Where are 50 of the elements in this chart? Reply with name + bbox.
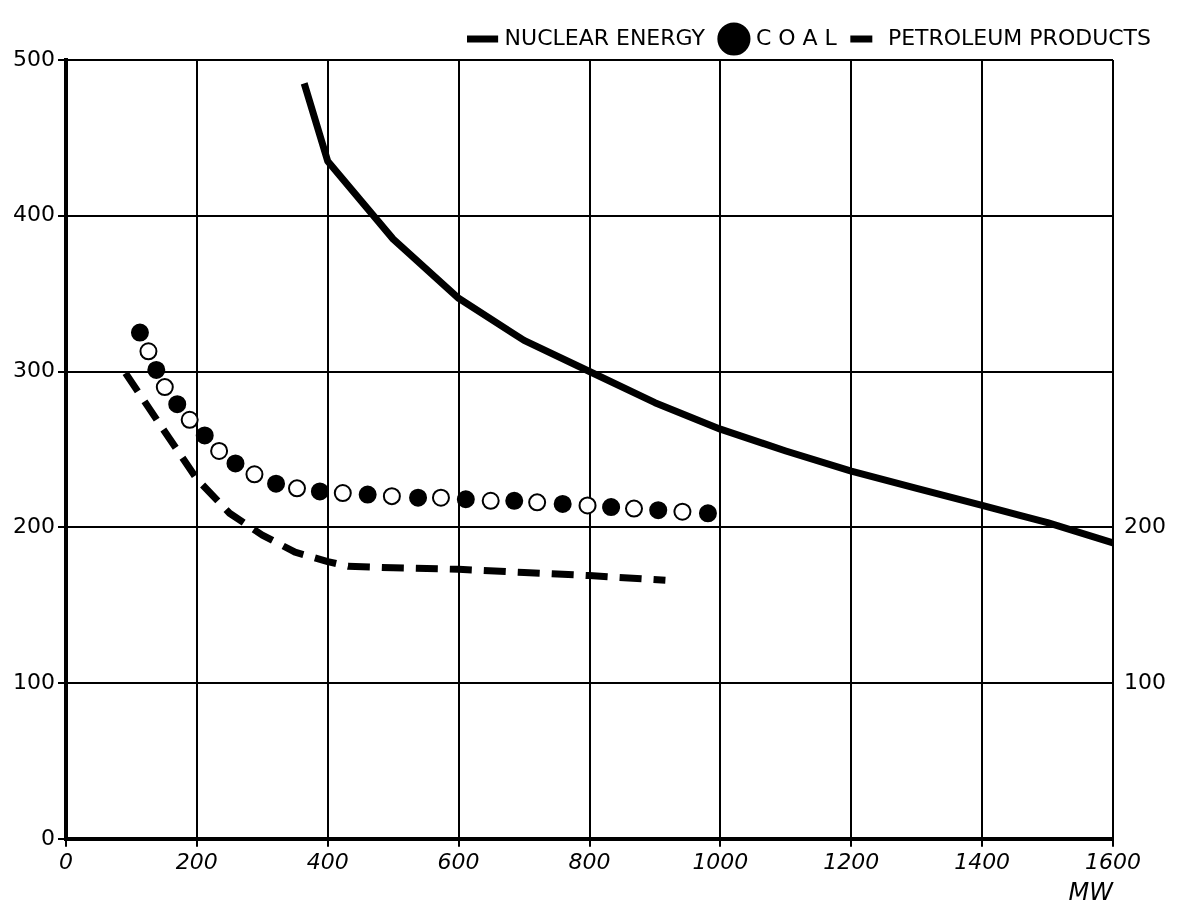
point (147, 360, 166, 379)
y-tick-label: 300 (12, 357, 55, 383)
point (602, 498, 621, 517)
point (168, 395, 187, 414)
point (528, 493, 547, 512)
point (180, 410, 199, 429)
x-tick-label: 600 (437, 848, 480, 874)
point (245, 465, 264, 484)
point (226, 454, 245, 473)
point (210, 441, 229, 460)
legend-label: C O A L (755, 24, 838, 50)
point (456, 490, 475, 509)
y-tick-label: 0 (40, 824, 55, 850)
x-tick-label: 1600 (1085, 848, 1142, 874)
legend-label: PETROLEUM PRODUCTS (887, 24, 1152, 50)
point (382, 487, 401, 506)
legend-label: NUCLEAR ENERGY (504, 24, 706, 50)
point (673, 502, 692, 521)
point (287, 479, 306, 498)
point (195, 426, 214, 445)
point (481, 491, 500, 510)
point (139, 342, 158, 361)
y-tick-label: 400 (12, 201, 55, 227)
y2-tick-label: 100 (1124, 668, 1167, 694)
x-tick-label: 0 (58, 848, 73, 874)
point (649, 501, 668, 520)
x-tick-label: 200 (175, 848, 218, 874)
point (553, 494, 572, 513)
x-axis-title: MW (1068, 877, 1115, 906)
y-tick-label: 200 (12, 513, 55, 538)
x-tick-label: 1400 (954, 848, 1011, 874)
x-tick-label: 1000 (692, 848, 749, 874)
x-tick-label: 1200 (823, 848, 880, 874)
point (333, 484, 352, 503)
x-tick-label: 400 (306, 848, 349, 874)
point (698, 504, 717, 523)
point (155, 378, 174, 397)
point (578, 496, 597, 515)
point (267, 474, 286, 493)
point (409, 488, 428, 507)
y2-tick-label: 200 (1124, 513, 1167, 538)
point (358, 485, 377, 504)
point (625, 499, 643, 518)
point (431, 488, 450, 507)
y-tick-label: 500 (12, 45, 55, 71)
point (505, 491, 524, 510)
y-tick-label: 100 (12, 668, 55, 694)
point (130, 323, 149, 342)
point (310, 482, 329, 501)
x-tick-label: 800 (568, 848, 611, 874)
